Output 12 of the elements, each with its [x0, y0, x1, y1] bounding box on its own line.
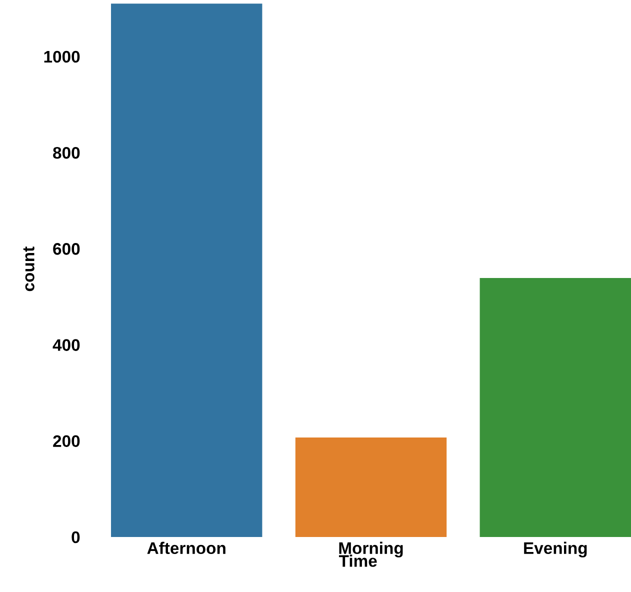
x-tick-label: Afternoon [147, 542, 226, 554]
y-tick-label: 0 [72, 531, 80, 544]
x-tick-label: Evening [524, 542, 587, 558]
y-tick-label: 800 [53, 146, 80, 159]
bar [480, 278, 631, 537]
y-tick-label: 200 [53, 435, 80, 448]
y-axis-title: count [23, 246, 34, 292]
bar [295, 437, 447, 537]
y-tick-label: 1000 [44, 50, 80, 63]
y-tick-label: 400 [52, 339, 80, 351]
y-tick-label: 600 [53, 243, 80, 255]
bar [111, 4, 262, 537]
